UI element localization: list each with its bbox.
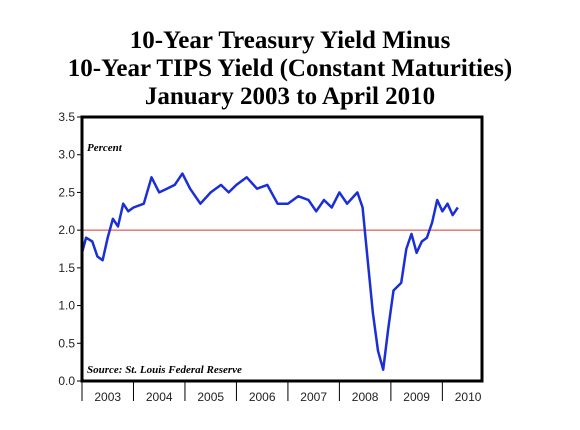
data-line (80, 172, 459, 371)
chart-title: 10-Year TIPS Yield (Constant Maturities) (68, 55, 512, 82)
y-tick-label: 2.0 (58, 223, 75, 237)
y-tick-label: 3.5 (58, 110, 75, 124)
x-tick-label: 2009 (403, 390, 430, 404)
x-tick-label: 2004 (146, 390, 173, 404)
x-tick-label: 2005 (197, 390, 224, 404)
y-tick-label: 0.5 (58, 336, 75, 350)
x-tick-label: 2007 (300, 390, 327, 404)
y-tick-label: 2.5 (58, 185, 75, 199)
y-tick-label: 1.0 (58, 299, 75, 313)
chart-title: January 2003 to April 2010 (145, 83, 435, 110)
chart-title: 10-Year Treasury Yield Minus (130, 27, 451, 54)
x-tick-label: 2003 (94, 390, 121, 404)
y-tick-label: 3.0 (58, 148, 75, 162)
x-tick-label: 2010 (455, 390, 482, 404)
x-tick-label: 2008 (352, 390, 379, 404)
plot-frame (80, 115, 484, 383)
y-tick-label: 1.5 (58, 261, 75, 275)
source-note: Source: St. Louis Federal Reserve (87, 364, 242, 376)
unit-label: Percent (87, 142, 123, 154)
x-tick-label: 2006 (249, 390, 276, 404)
y-tick-label: 0.0 (58, 374, 75, 388)
